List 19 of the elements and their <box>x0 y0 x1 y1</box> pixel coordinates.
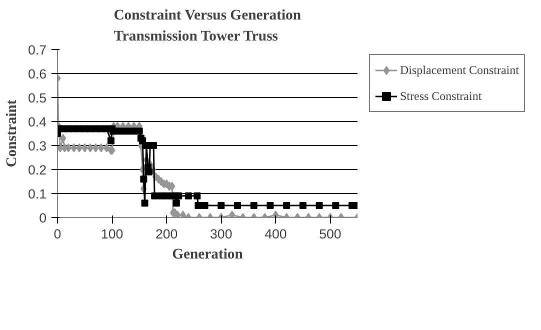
y-tick-label: 0.6 <box>28 66 47 82</box>
legend-label: Stress Constraint <box>400 88 482 104</box>
y-tick-label: 0.5 <box>28 90 47 106</box>
x-tick-label: 200 <box>155 226 178 242</box>
x-tick-label: 500 <box>319 226 342 242</box>
y-axis-title: Constraint <box>4 100 20 168</box>
x-tick-label: 300 <box>210 226 232 242</box>
x-tick-label: 400 <box>264 226 287 242</box>
y-tick-label: 0.3 <box>28 138 47 154</box>
x-tick-label: 100 <box>100 226 124 242</box>
y-tick-label: 0.2 <box>28 162 47 178</box>
chart-title: Constraint Versus Generation Transmission Tower Truss <box>114 8 302 44</box>
y-tick-label: 0 <box>39 210 47 226</box>
x-axis-title: Generation <box>172 246 243 262</box>
y-tick-label: 0.1 <box>28 186 47 202</box>
legend-label: Displacement Constraint <box>400 62 519 78</box>
x-tick-label: 0 <box>54 226 62 242</box>
y-tick-label: 0.4 <box>28 114 48 130</box>
y-tick-label: 0.7 <box>28 42 47 58</box>
